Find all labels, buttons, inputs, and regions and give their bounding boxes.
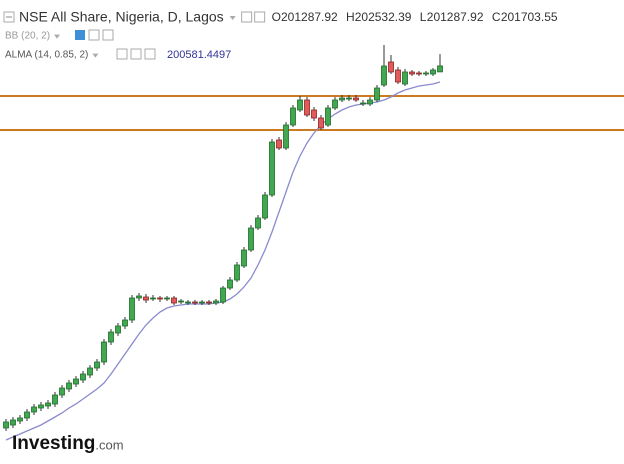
visibility-icon[interactable] [241,11,253,23]
header: NSE All Share, Nigeria, D, Lagos BB (20,… [3,9,266,61]
chart-title: NSE All Share, Nigeria, D, Lagos [19,9,224,25]
candle-body [122,319,128,327]
candle-body [59,387,65,396]
candle-body [430,69,436,75]
candle-body [395,69,401,83]
dropdown-arrow[interactable] [229,16,236,20]
ohlc-label: H [346,10,355,24]
visibility-icon[interactable] [75,30,85,40]
candle-body [311,109,317,119]
candle-body [262,194,268,219]
candle-body [10,419,16,426]
candle-body [297,99,303,111]
ohlc-label: C [492,10,501,24]
dropdown-arrow [92,53,99,58]
candle-body [220,287,226,303]
visibility-icon[interactable] [116,48,128,60]
candle-body [325,107,331,126]
indicator-label: BB (20, 2) [5,31,50,42]
candle-body [213,300,219,304]
ohlc-value: 202532.39 [355,10,412,24]
candle-body [192,301,198,304]
watermark: Investing .com [12,433,124,454]
candle-body [87,367,93,376]
candle-body [178,300,184,303]
candle-body [367,99,373,105]
candle-body [3,421,9,429]
candle-body [185,301,191,304]
dropdown-arrow [54,34,61,39]
candle-body [346,97,352,100]
candle-body [290,107,296,126]
candle-body [73,378,79,385]
remove-icon[interactable] [102,29,114,41]
candle-body [171,297,177,304]
indicator-value: 200581.4497 [167,49,231,61]
candle-body [339,97,345,101]
candle-body [318,117,324,129]
plot-area [0,45,624,441]
ohlc-label: O [272,10,281,24]
ohlc-value: 201287.92 [427,10,484,24]
candle-body [255,217,261,229]
candle-body [241,249,247,267]
candle-body [353,97,359,101]
candle-body [150,297,156,300]
candle-body [164,297,170,300]
candle-body [45,402,51,407]
candle-body [423,72,429,75]
candle-body [227,279,233,289]
candle-body [136,295,142,299]
candle-body [115,325,121,334]
ohlc-label: L [420,10,427,24]
logo-text: Investing [12,433,95,454]
candle-body [234,264,240,281]
candle-body [206,301,212,304]
candle-body [402,71,408,85]
candle-body [129,297,135,321]
collapse-icon[interactable] [3,11,15,23]
settings-icon[interactable] [130,48,142,60]
title-icons[interactable] [229,11,266,23]
candle-body [38,404,44,409]
candle-body [416,72,422,75]
candle-body [66,382,72,390]
candle-body [94,361,100,369]
candle-body [108,331,114,343]
candle-body [143,296,149,301]
ohlc-value: 201703.55 [501,10,558,24]
indicator-label: ALMA (14, 0.85, 2) [5,50,88,61]
candle-body [199,301,205,304]
candle-body [388,61,394,73]
settings-icon[interactable] [88,29,100,41]
candle-body [409,71,415,75]
candle-body [360,102,366,105]
ohlc-value: 201287.92 [281,10,338,24]
candle-body [17,417,23,422]
candle-body [437,65,443,73]
remove-icon[interactable] [144,48,156,60]
candle-body [332,99,338,109]
candle-body [52,394,58,405]
candle-body [269,141,275,196]
candle-body [80,373,86,381]
candle-body [374,87,380,101]
candle-body [24,411,30,419]
candle-body [283,124,289,149]
candle-body [381,65,387,86]
logo-suffix: .com [95,437,123,452]
candle-body [101,341,107,363]
candle-body [248,227,254,251]
candle-body [276,139,282,149]
candle-body [304,99,310,116]
settings-icon[interactable] [254,11,266,23]
candle-body [31,406,37,413]
candle-body [157,297,163,300]
